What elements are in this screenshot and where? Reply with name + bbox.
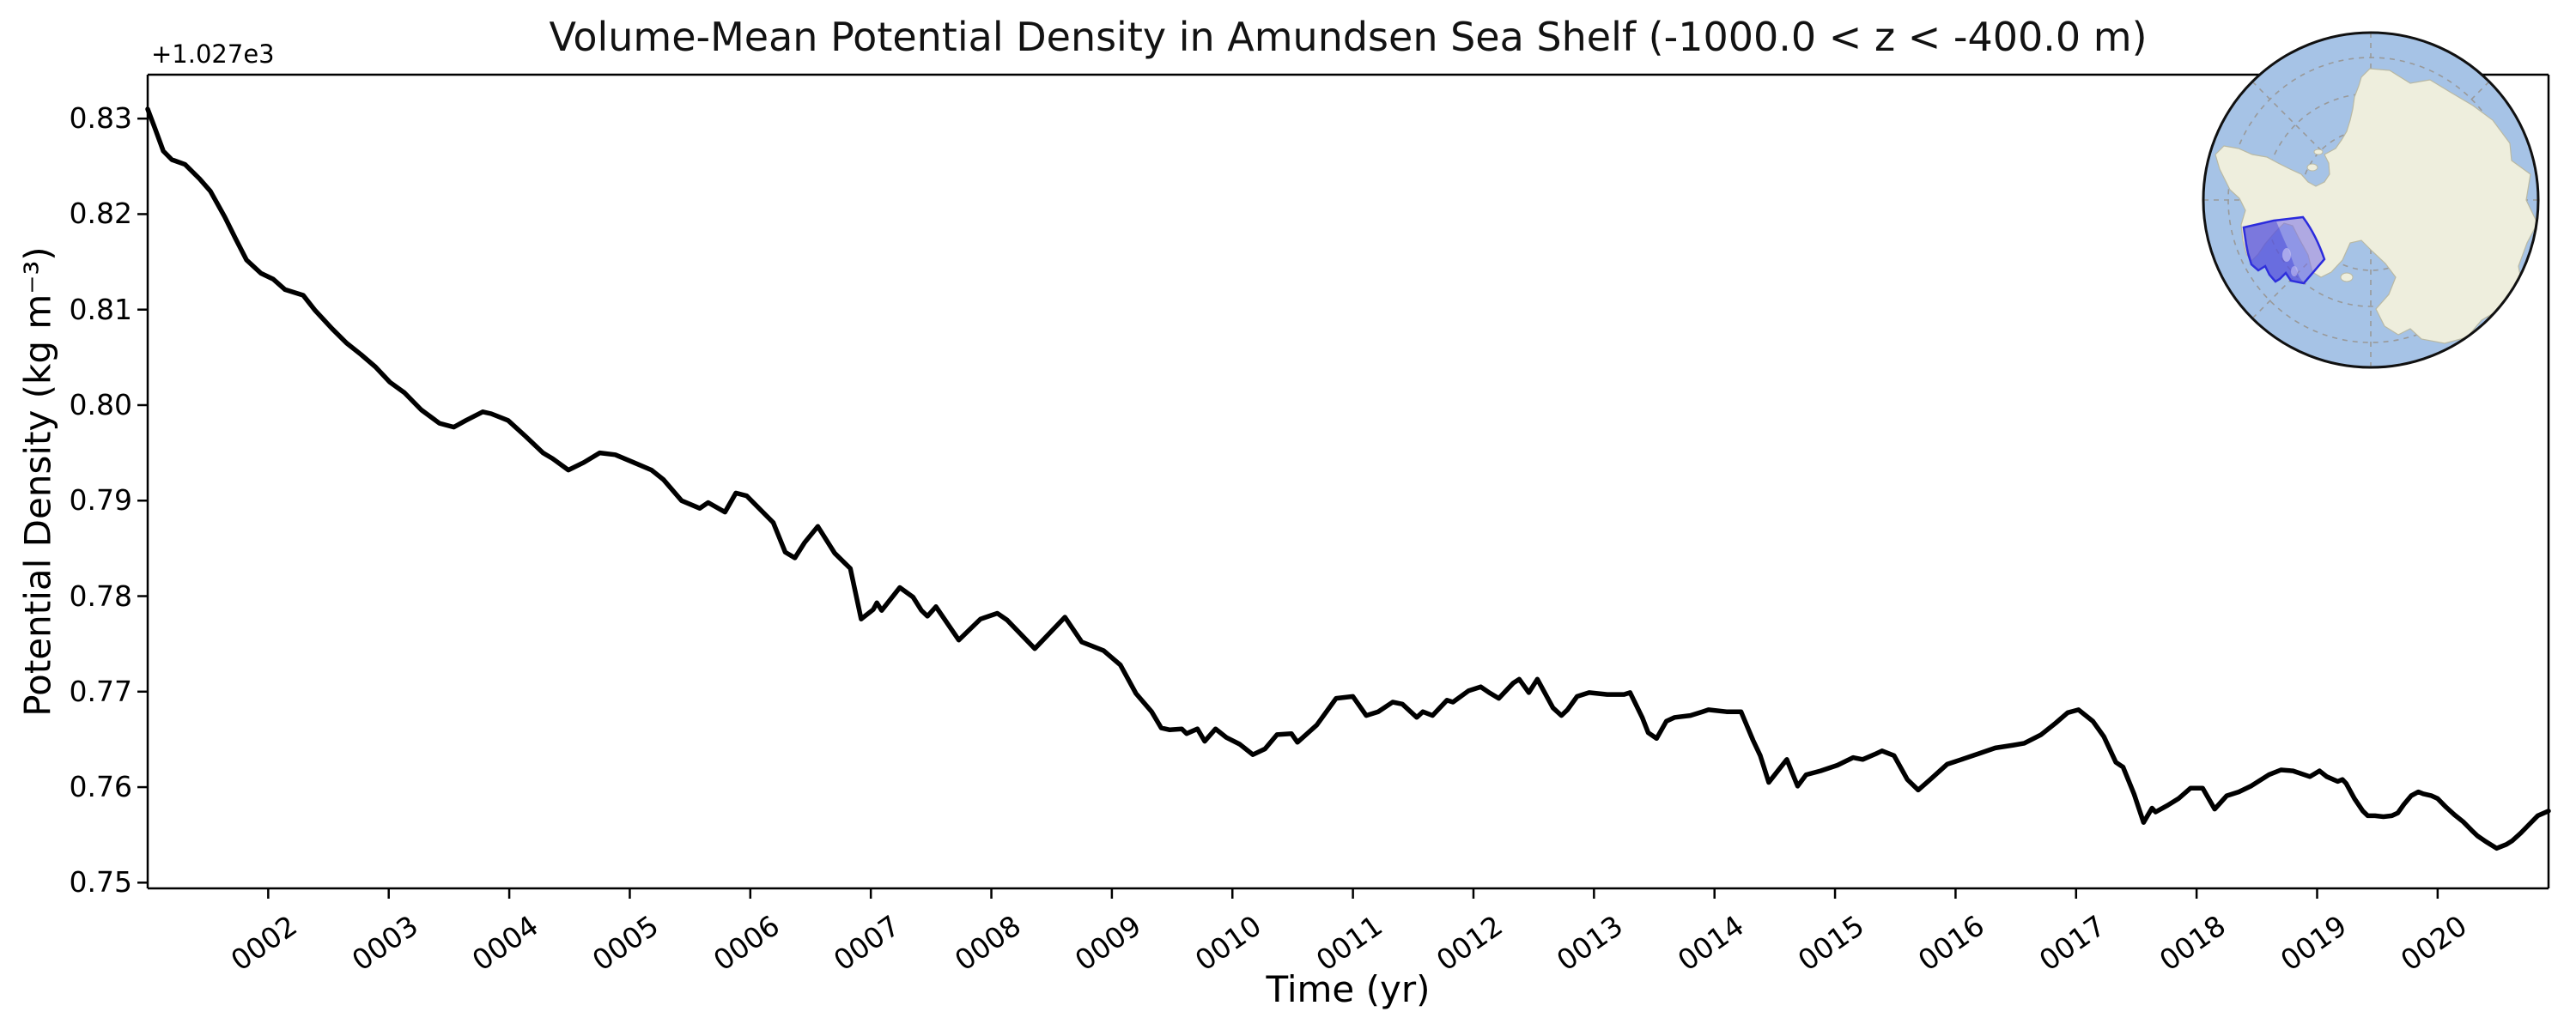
- y-tick-label: 0.81: [69, 292, 132, 326]
- ice-shelf-patch: [2282, 248, 2291, 262]
- y-tick-label: 0.75: [69, 865, 132, 900]
- y-tick-label: 0.77: [69, 674, 132, 708]
- map-island: [2306, 163, 2318, 172]
- y-tick-label: 0.78: [69, 579, 132, 613]
- axes-spines: [146, 73, 2550, 890]
- density-data-line: [145, 106, 2551, 851]
- chart-title: Volume-Mean Potential Density in Amundse…: [549, 14, 2148, 60]
- y-tick-label: 0.82: [69, 197, 132, 231]
- y-tick-label: 0.83: [69, 101, 132, 136]
- ice-shelf-patch: [2291, 266, 2298, 276]
- y-tick-label: 0.79: [69, 483, 132, 518]
- map-island: [2340, 272, 2354, 282]
- y-tick-label: 0.80: [69, 387, 132, 421]
- map-circular-border: [2202, 31, 2540, 369]
- y-axis-offset-text: +1.027e3: [151, 39, 275, 69]
- y-tick-label: 0.76: [69, 770, 132, 804]
- antarctica-inset-map: [2202, 31, 2540, 369]
- x-axis-label: Time (yr): [1266, 968, 1431, 1010]
- map-island: [2313, 148, 2324, 155]
- axes-ticks: [137, 117, 2439, 899]
- amundsen-shelf-area: [2244, 221, 2304, 283]
